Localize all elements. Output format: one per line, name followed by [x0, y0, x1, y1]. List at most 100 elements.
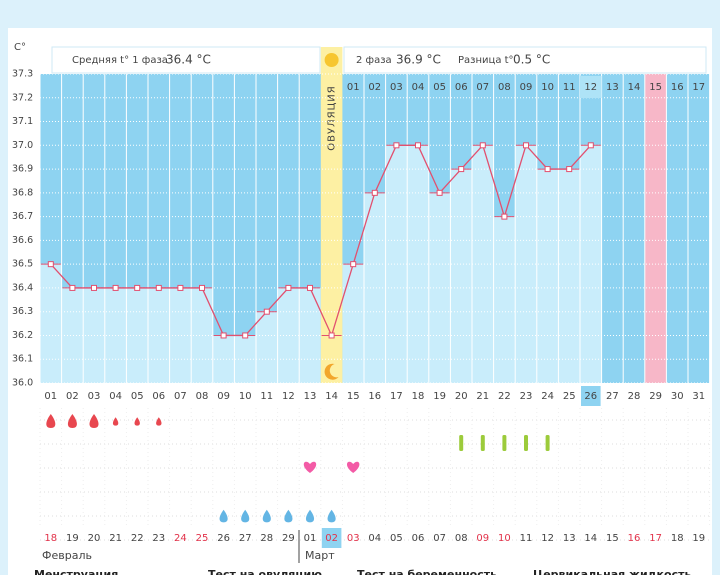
point [47, 261, 54, 268]
bar [580, 145, 602, 383]
y-tick-label: 36.9 [12, 164, 33, 175]
date-label: 19 [692, 533, 705, 544]
phase1-box [51, 46, 321, 74]
date-label: 24 [174, 533, 187, 544]
heart-mark [303, 461, 317, 473]
phase2-day: 11 [563, 82, 576, 93]
date-label: 21 [109, 533, 122, 544]
bar [493, 216, 516, 383]
point [566, 166, 573, 173]
point [393, 142, 400, 149]
x-tick-label: 28 [628, 391, 641, 402]
bar [450, 169, 472, 383]
x-tick-label: 14 [325, 391, 338, 402]
x-tick-label: 26 [584, 391, 597, 402]
phase2-day: 16 [671, 82, 684, 93]
legend-label: Тест на овуляцию [208, 568, 322, 575]
bar [126, 287, 148, 383]
ovulation-test-mark [480, 435, 485, 451]
point [177, 284, 184, 291]
y-tick-label: 36.3 [12, 306, 33, 317]
x-tick-label: 07 [174, 391, 187, 402]
phase2-box [343, 46, 707, 74]
point [436, 189, 443, 196]
x-tick-label: 24 [541, 391, 554, 402]
menstruation-mark [46, 414, 56, 428]
x-tick-label: 10 [239, 391, 252, 402]
menstruation-mark [156, 417, 162, 426]
menstruation-mark [112, 417, 119, 426]
cervical-fluid-mark [305, 509, 315, 523]
point [134, 284, 141, 291]
date-label: 03 [347, 533, 360, 544]
bar [364, 192, 386, 383]
date-label: 12 [541, 533, 554, 544]
x-tick-label: 21 [476, 391, 489, 402]
diff-label: Разница t° [458, 55, 514, 66]
phase2-day: 03 [390, 82, 403, 93]
diff-value: 0.5 °C [513, 53, 550, 67]
bar [536, 169, 559, 383]
x-tick-label: 20 [455, 391, 468, 402]
phase2-day: 10 [541, 82, 554, 93]
date-label: 07 [433, 533, 446, 544]
date-label: 27 [239, 533, 252, 544]
cervical-fluid-mark [241, 509, 250, 523]
phase2-day: 07 [476, 82, 489, 93]
phase2-day: 13 [606, 82, 619, 93]
menstruation-mark [134, 417, 140, 426]
date-label: 22 [131, 533, 144, 544]
date-label: 02 [325, 533, 338, 544]
x-tick-label: 03 [88, 391, 101, 402]
y-tick-label: 36.6 [12, 235, 33, 246]
highlight-column [644, 74, 667, 383]
date-label: 18 [671, 533, 684, 544]
x-tick-label: 08 [196, 391, 209, 402]
date-label: 19 [66, 533, 79, 544]
point [479, 142, 486, 149]
ovulation-test-mark [459, 435, 464, 451]
ovulation-test-mark [502, 435, 507, 451]
ovulation-test-mark [545, 435, 550, 451]
bar [472, 145, 494, 383]
point [69, 284, 76, 291]
y-tick-label: 36.5 [12, 259, 33, 270]
date-label: 25 [196, 533, 209, 544]
x-tick-label: 23 [520, 391, 533, 402]
ovulation-test-mark [524, 435, 528, 451]
x-tick-label: 30 [671, 391, 684, 402]
phase2-day: 08 [498, 82, 511, 93]
point [501, 213, 508, 220]
cervical-fluid-mark [219, 509, 228, 523]
date-label: 18 [44, 533, 57, 544]
date-label: 04 [368, 533, 381, 544]
point [307, 284, 313, 291]
y-tick-label: 36.0 [12, 378, 33, 389]
date-label: 26 [217, 533, 230, 544]
bar [40, 264, 62, 383]
phase2-day: 14 [628, 82, 641, 93]
point [328, 332, 335, 339]
y-tick-label: 37.2 [12, 92, 33, 103]
x-tick-label: 05 [131, 391, 144, 402]
ovulation-column [320, 47, 343, 383]
x-tick-label: 06 [152, 391, 165, 402]
y-tick-label: 37.0 [12, 140, 33, 151]
bar [558, 169, 580, 383]
x-tick-label: 16 [368, 391, 381, 402]
x-tick-label: 02 [66, 391, 79, 402]
point [458, 166, 465, 173]
point [91, 284, 97, 291]
legend-label: Менструация [34, 568, 118, 575]
x-tick-label: 19 [433, 391, 446, 402]
date-label: 23 [152, 533, 165, 544]
cervical-fluid-mark [284, 509, 293, 523]
point [112, 284, 119, 291]
point [523, 142, 529, 149]
point [371, 189, 378, 196]
phase2-day: 09 [520, 82, 533, 93]
date-label: 15 [606, 533, 619, 544]
y-tick-label: 37.1 [12, 116, 33, 127]
month-label: Февраль [42, 549, 92, 562]
